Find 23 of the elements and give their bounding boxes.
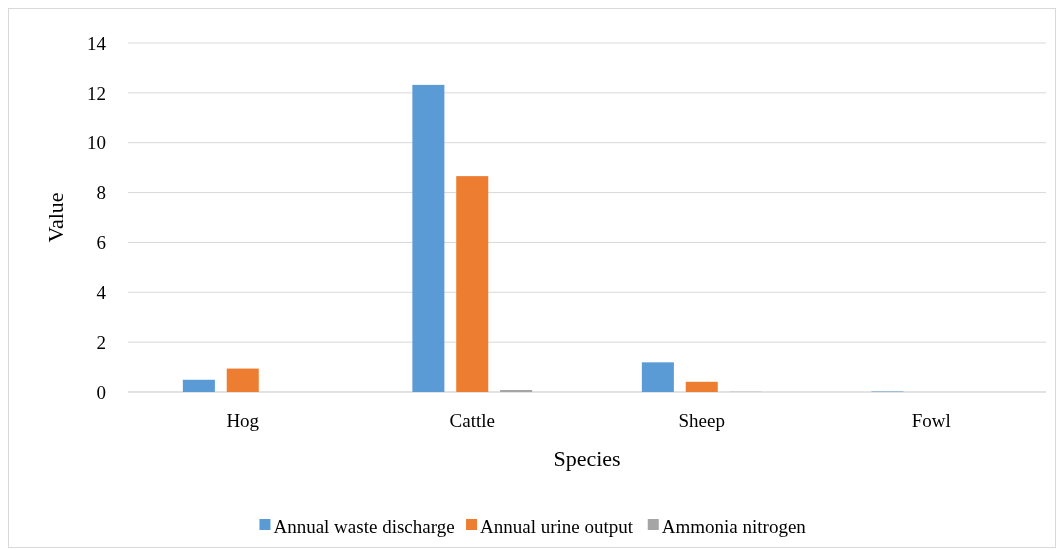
- legend-label: Annual waste discharge: [273, 515, 455, 537]
- y-axis-title: Value: [43, 192, 68, 243]
- legend-label: Ammonia nitrogen: [661, 515, 807, 537]
- y-tick-label: 8: [96, 182, 106, 204]
- bar: [456, 176, 489, 392]
- y-tick-label: 4: [96, 281, 107, 303]
- x-tick-label: Cattle: [449, 410, 495, 431]
- bar: [182, 379, 215, 392]
- legend-label: Annual urine output: [480, 515, 634, 537]
- y-tick-label: 12: [87, 82, 106, 104]
- bar: [641, 362, 674, 392]
- x-tick-label: Hog: [226, 410, 260, 431]
- bar: [685, 381, 718, 392]
- y-tick-label: 14: [87, 32, 107, 54]
- x-axis-title: Species: [553, 446, 621, 471]
- y-tick-label: 2: [96, 331, 106, 353]
- bar: [226, 368, 259, 392]
- y-tick-label: 10: [87, 132, 106, 154]
- x-tick-label: Fowl: [911, 410, 951, 431]
- bar: [412, 84, 445, 392]
- y-tick-label: 0: [96, 381, 106, 403]
- y-tick-label: 6: [96, 232, 106, 254]
- x-tick-label: Sheep: [678, 410, 725, 431]
